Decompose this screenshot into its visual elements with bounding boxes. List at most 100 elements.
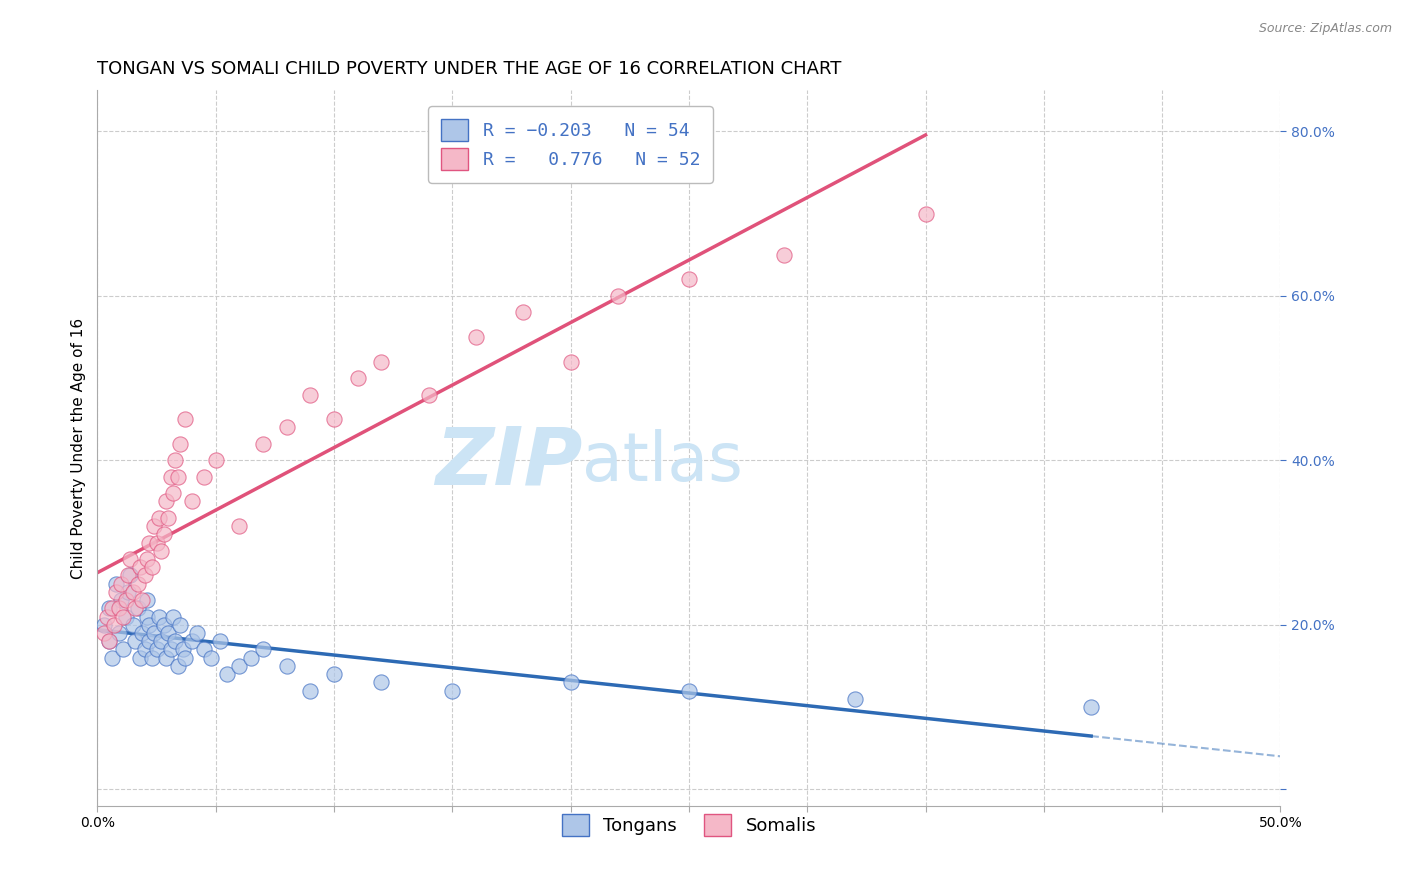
Point xyxy=(155,494,177,508)
Point xyxy=(512,305,534,319)
Point xyxy=(165,453,187,467)
Point xyxy=(105,576,128,591)
Point xyxy=(134,642,156,657)
Point xyxy=(93,626,115,640)
Point xyxy=(169,617,191,632)
Point xyxy=(100,650,122,665)
Point xyxy=(606,289,628,303)
Point xyxy=(124,634,146,648)
Point xyxy=(252,642,274,657)
Point xyxy=(136,593,159,607)
Point xyxy=(678,272,700,286)
Point xyxy=(141,560,163,574)
Point xyxy=(193,469,215,483)
Point xyxy=(162,486,184,500)
Point xyxy=(169,437,191,451)
Point xyxy=(103,617,125,632)
Point xyxy=(181,634,204,648)
Point xyxy=(914,206,936,220)
Text: TONGAN VS SOMALI CHILD POVERTY UNDER THE AGE OF 16 CORRELATION CHART: TONGAN VS SOMALI CHILD POVERTY UNDER THE… xyxy=(97,60,842,78)
Point xyxy=(152,617,174,632)
Point xyxy=(138,634,160,648)
Point xyxy=(209,634,232,648)
Point xyxy=(560,675,582,690)
Point xyxy=(166,469,188,483)
Point xyxy=(228,659,250,673)
Point xyxy=(1080,700,1102,714)
Point xyxy=(252,437,274,451)
Point xyxy=(129,650,152,665)
Point xyxy=(107,601,129,615)
Point xyxy=(772,248,794,262)
Point xyxy=(100,601,122,615)
Point xyxy=(110,576,132,591)
Point xyxy=(204,453,226,467)
Point xyxy=(124,601,146,615)
Point xyxy=(143,626,166,640)
Point xyxy=(162,609,184,624)
Point xyxy=(117,568,139,582)
Point xyxy=(844,691,866,706)
Point xyxy=(165,634,187,648)
Point xyxy=(98,634,121,648)
Point xyxy=(186,626,208,640)
Point xyxy=(276,420,298,434)
Point xyxy=(155,650,177,665)
Point xyxy=(240,650,263,665)
Point xyxy=(200,650,222,665)
Point xyxy=(148,511,170,525)
Point xyxy=(138,617,160,632)
Point xyxy=(323,667,346,681)
Point xyxy=(441,683,464,698)
Point xyxy=(172,642,194,657)
Point xyxy=(217,667,239,681)
Point xyxy=(129,560,152,574)
Text: Source: ZipAtlas.com: Source: ZipAtlas.com xyxy=(1258,22,1392,36)
Point xyxy=(145,642,167,657)
Point xyxy=(112,642,135,657)
Point xyxy=(157,626,180,640)
Point xyxy=(121,617,143,632)
Point xyxy=(181,494,204,508)
Point xyxy=(127,601,149,615)
Point xyxy=(276,659,298,673)
Text: atlas: atlas xyxy=(582,429,744,495)
Point xyxy=(98,634,121,648)
Point xyxy=(120,568,142,582)
Point xyxy=(96,609,118,624)
Point xyxy=(107,626,129,640)
Point xyxy=(114,593,136,607)
Point xyxy=(110,593,132,607)
Point xyxy=(134,568,156,582)
Point xyxy=(114,609,136,624)
Point xyxy=(166,659,188,673)
Point xyxy=(370,354,392,368)
Point xyxy=(127,576,149,591)
Point xyxy=(148,609,170,624)
Point xyxy=(121,585,143,599)
Y-axis label: Child Poverty Under the Age of 16: Child Poverty Under the Age of 16 xyxy=(72,318,86,579)
Point xyxy=(346,371,368,385)
Point xyxy=(678,683,700,698)
Point xyxy=(370,675,392,690)
Point xyxy=(418,387,440,401)
Point xyxy=(138,535,160,549)
Point xyxy=(228,519,250,533)
Text: ZIP: ZIP xyxy=(434,424,582,501)
Point xyxy=(150,543,173,558)
Point xyxy=(560,354,582,368)
Point xyxy=(150,634,173,648)
Point xyxy=(159,642,181,657)
Point xyxy=(93,617,115,632)
Point xyxy=(112,609,135,624)
Point xyxy=(193,642,215,657)
Point xyxy=(143,519,166,533)
Point xyxy=(145,535,167,549)
Point xyxy=(174,412,197,426)
Point xyxy=(136,552,159,566)
Point xyxy=(299,387,322,401)
Point xyxy=(117,585,139,599)
Point xyxy=(120,552,142,566)
Point xyxy=(159,469,181,483)
Point xyxy=(465,330,488,344)
